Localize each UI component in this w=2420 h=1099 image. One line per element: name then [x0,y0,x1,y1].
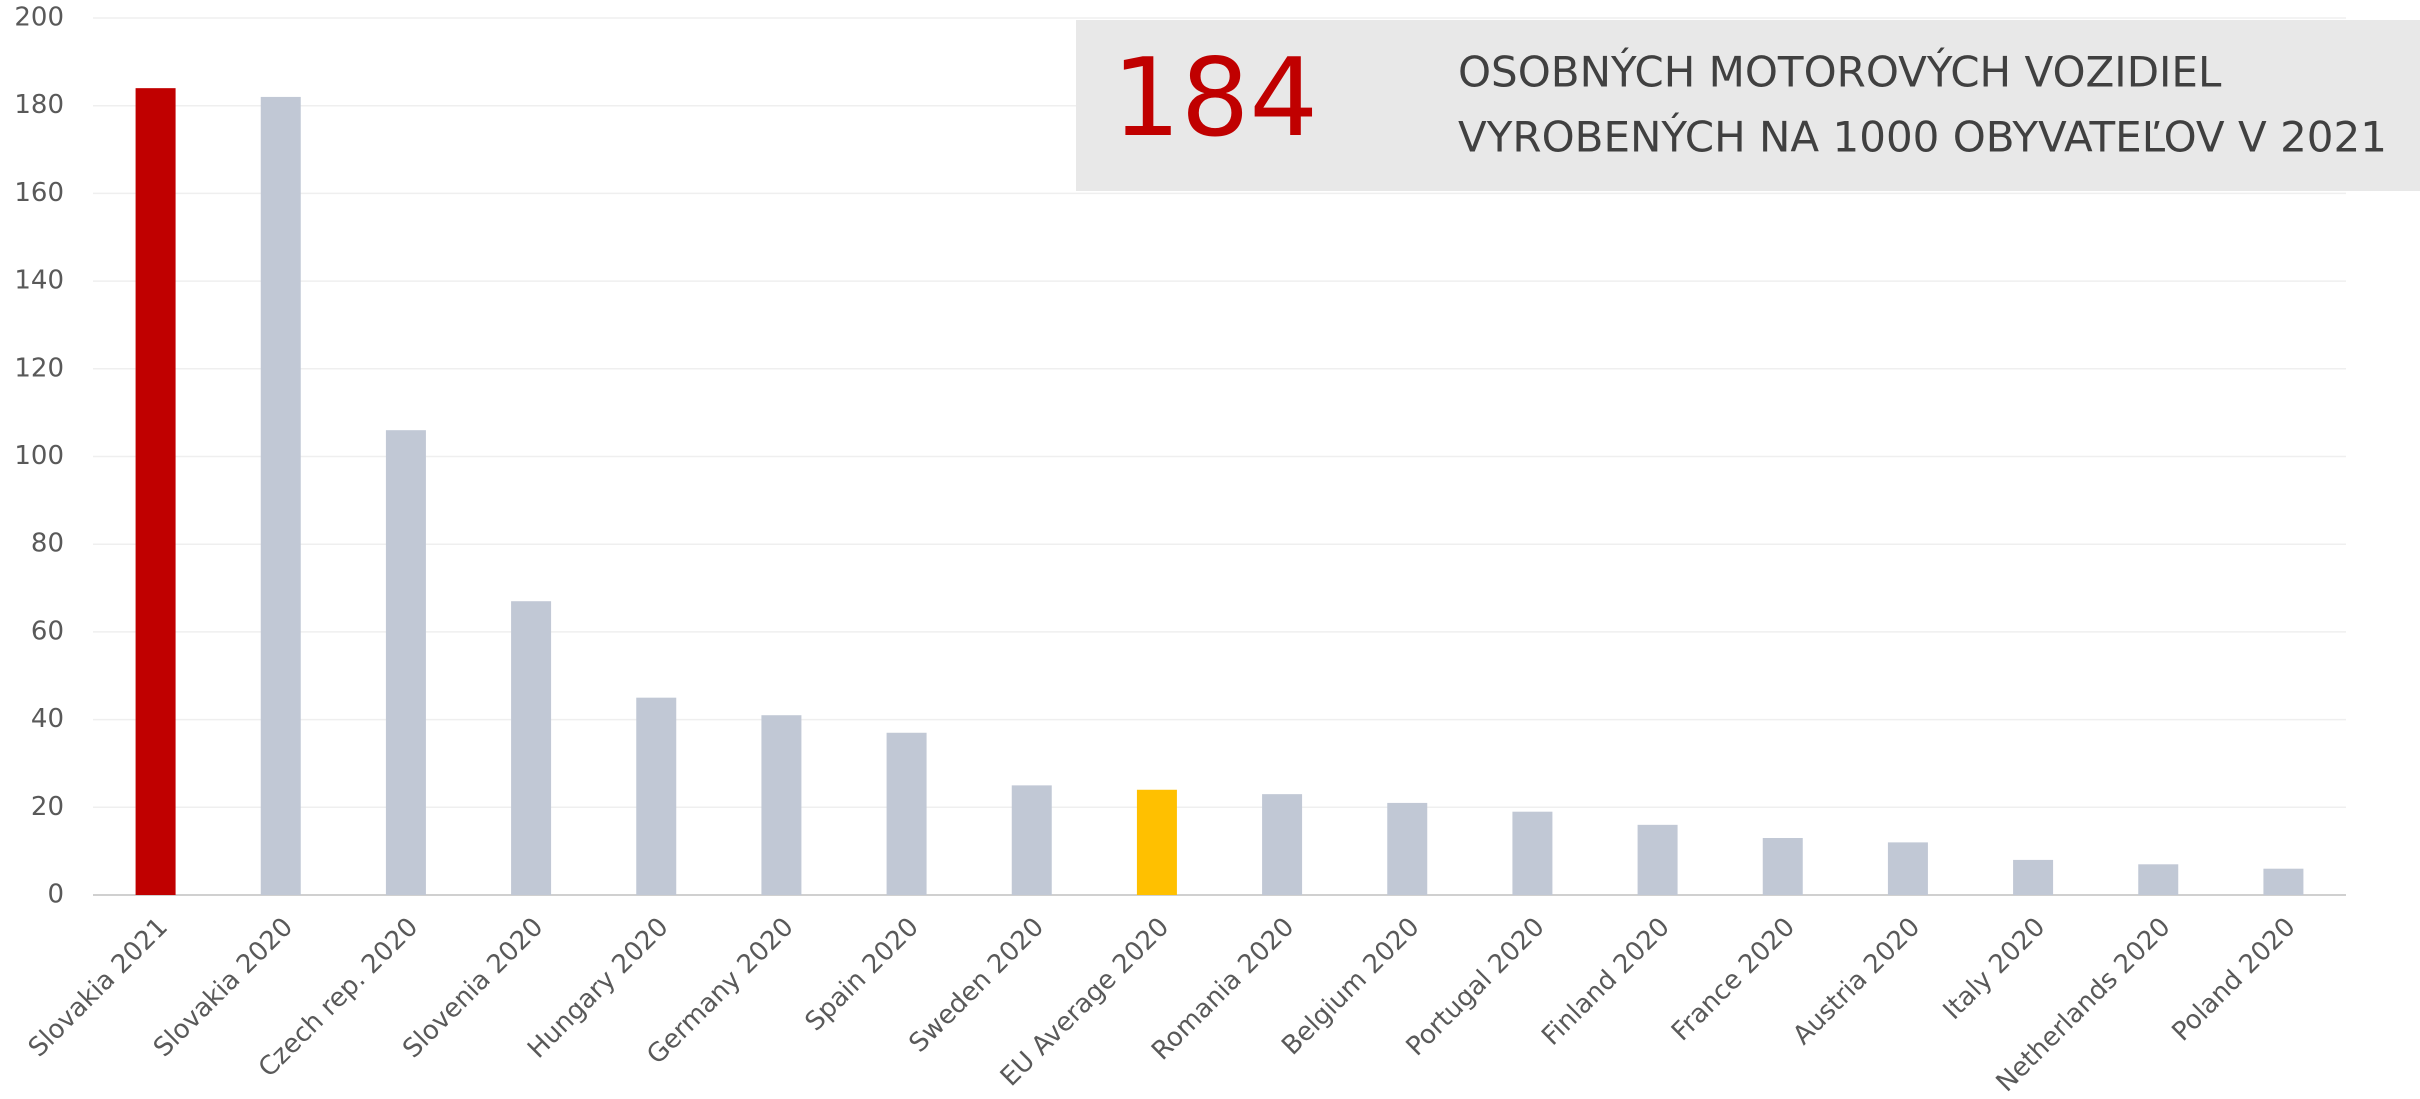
bar [2013,859,2054,895]
y-tick-label: 120 [14,353,64,383]
x-tick-label: Finland 2020 [1536,912,1676,1052]
bar [1011,785,1052,895]
bar [2263,868,2304,895]
bar [1637,824,1678,895]
y-tick-label: 160 [14,178,64,208]
annotation-line: VYROBENÝCH NA 1000 OBYVATEĽOV V 2021 [1458,112,2387,162]
bar [1887,842,1928,895]
y-tick-label: 0 [47,880,64,910]
x-tick-label: Poland 2020 [2166,912,2301,1047]
x-tick-label: Italy 2020 [1938,912,2052,1026]
y-tick-label: 60 [31,616,64,646]
bar [636,697,677,895]
bar [1262,794,1303,895]
y-tick-label: 140 [14,266,64,296]
x-tick-label: Spain 2020 [800,912,925,1037]
bar [1762,837,1803,895]
y-tick-label: 200 [14,3,64,33]
x-tick-label: Austria 2020 [1787,912,1926,1051]
y-tick-label: 180 [14,90,64,120]
bar [385,430,426,895]
y-tick-label: 40 [31,704,64,734]
x-tick-label: France 2020 [1666,912,1801,1047]
bar [886,732,927,895]
y-tick-label: 20 [31,792,64,822]
annotation-highlight: 184 [1112,36,1318,161]
annotation-line: OSOBNÝCH MOTOROVÝCH VOZIDIEL [1458,47,2222,97]
bar [511,601,552,895]
bar [2138,864,2179,895]
bar [1512,811,1553,895]
bar [260,96,301,896]
bar [761,715,802,895]
bar [135,88,176,895]
bar [1387,802,1428,895]
y-tick-label: 80 [31,529,64,559]
annotation-box [1076,20,2420,191]
bar [1136,789,1177,895]
x-tick-label: Sweden 2020 [903,912,1050,1059]
y-tick-label: 100 [14,441,64,471]
